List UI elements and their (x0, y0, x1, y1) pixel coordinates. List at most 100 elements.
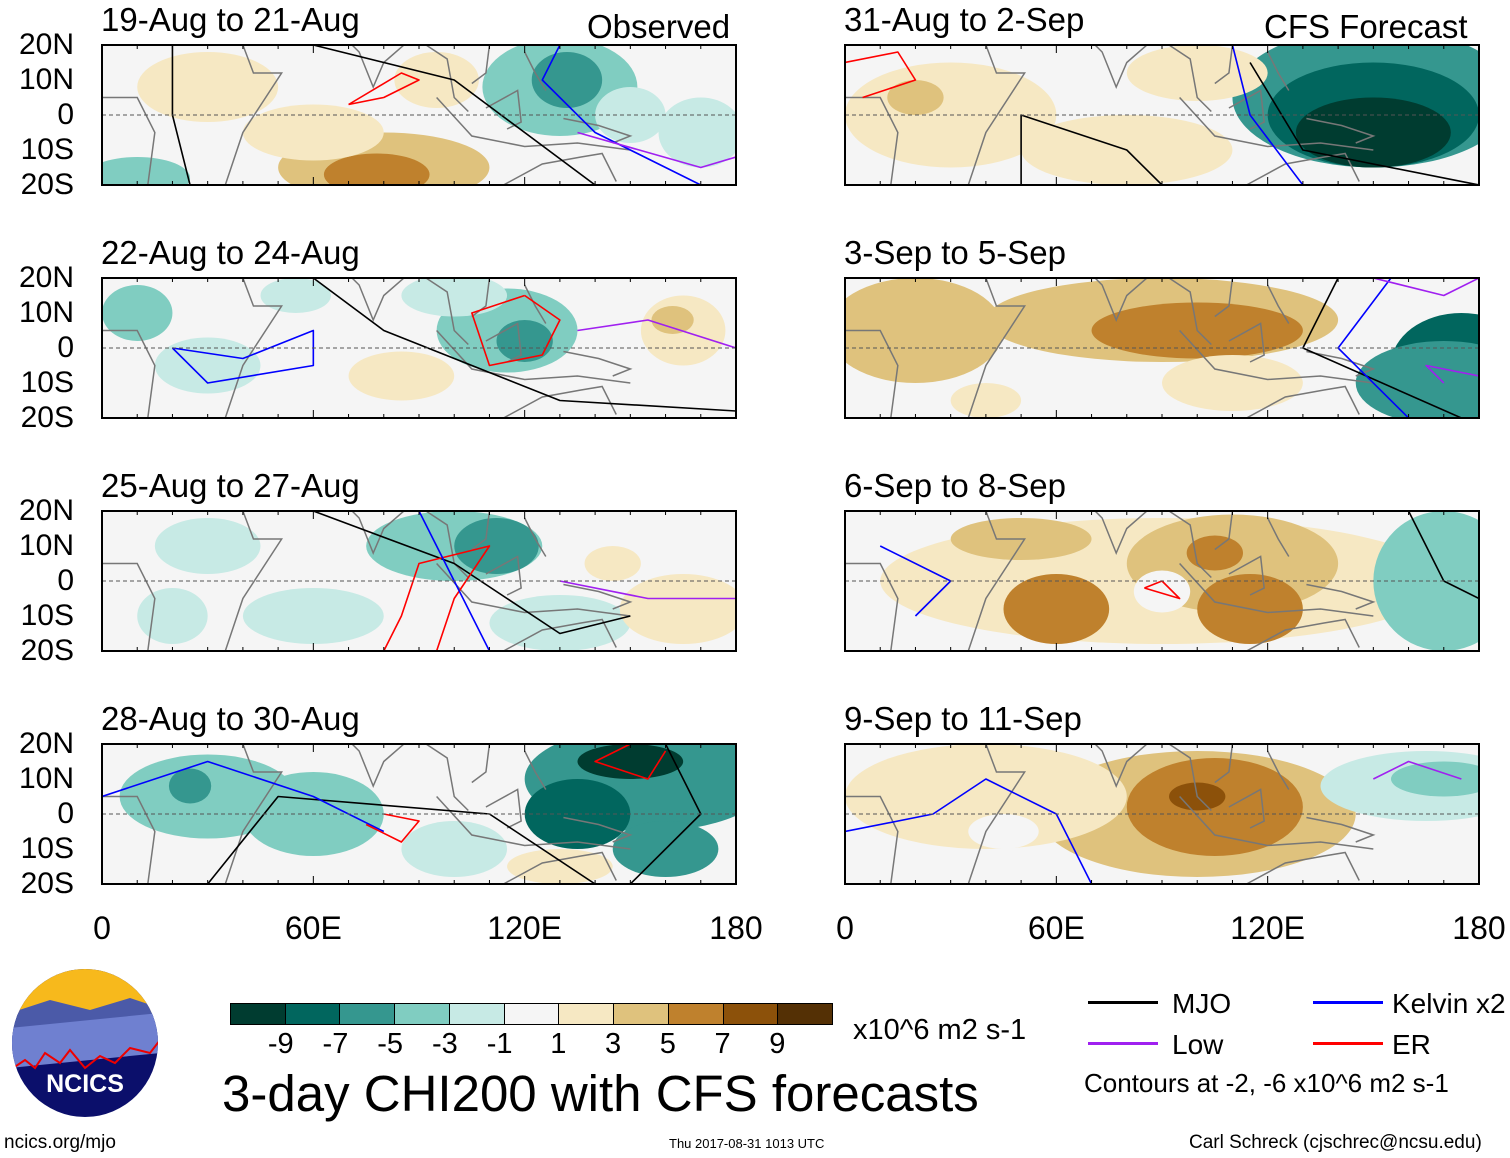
chi200-anomaly-area (524, 779, 631, 849)
y-tick-label: 10N (18, 529, 74, 562)
wave-contour (1020, 114, 1163, 185)
y-tick-label: 20N (18, 28, 74, 61)
map-panel-L3 (101, 743, 737, 885)
coastline (1214, 278, 1234, 318)
chi200-anomaly-area (242, 588, 384, 644)
colorbar-swatch (394, 1003, 450, 1025)
coastline (302, 744, 469, 812)
wave-contour (207, 795, 596, 884)
colorbar-label: 1 (550, 1028, 567, 1060)
coastline (224, 278, 284, 418)
colorbar-swatch (284, 1003, 341, 1025)
panel-title: 28-Aug to 30-Aug (101, 700, 360, 737)
coastline (224, 45, 284, 185)
colorbar-swatch (448, 1003, 505, 1025)
wave-contour (313, 511, 631, 635)
coastline (1214, 45, 1234, 85)
colorbar-swatch (503, 1003, 560, 1025)
coastline (1306, 350, 1376, 377)
chi200-anomaly-area (242, 104, 384, 161)
panel-title: 31-Aug to 2-Sep (844, 1, 1085, 38)
coastline (503, 618, 617, 651)
colorbar-swatch (667, 1003, 724, 1025)
wave-contour (1249, 62, 1479, 185)
chi200-anomaly-area (1126, 45, 1268, 101)
colorbar-swatch (613, 1003, 669, 1025)
colorbar-label: -5 (377, 1028, 404, 1060)
wave-contour (1425, 364, 1479, 384)
colorbar-label: -3 (432, 1028, 458, 1060)
colorbar-label: 5 (659, 1028, 676, 1060)
chi200-anomaly-area (845, 278, 1004, 383)
coastline (1246, 385, 1360, 418)
wave-contour (577, 319, 736, 349)
x-tick-label: 180 (1452, 910, 1506, 946)
coastline (1246, 851, 1360, 884)
wave-contour (1144, 580, 1181, 600)
coastline (485, 788, 522, 829)
y-tick-label: 10N (18, 63, 74, 96)
coastline (523, 750, 547, 790)
coastline (967, 744, 1027, 884)
coastline (523, 517, 547, 557)
coastline (1179, 562, 1374, 617)
y-tick-label: 20N (18, 727, 74, 760)
chi200-anomaly-area (260, 278, 331, 313)
cfs-forecast-label: CFS Forecast (1264, 8, 1468, 45)
chi200-anomaly-area (489, 595, 631, 651)
y-tick-label: 0 (57, 331, 74, 364)
coastline (1266, 517, 1290, 557)
coastline (1045, 744, 1212, 812)
chi200-anomaly-area (1003, 574, 1110, 644)
x-tick-label: 180 (709, 910, 763, 946)
coastline (967, 278, 1027, 418)
coastline (1306, 583, 1376, 610)
coastline (563, 117, 633, 144)
coastline (224, 511, 284, 651)
map-panel-L1 (101, 277, 737, 419)
colorbar-swatch (722, 1003, 779, 1025)
chi200-anomaly-area (887, 80, 944, 115)
svg-text:NCICS: NCICS (46, 1070, 124, 1098)
x-tick-label: 60E (284, 910, 342, 946)
footer-author: Carl Schreck (cjschrec@ncsu.edu) (1189, 1132, 1482, 1153)
coastline (523, 51, 547, 91)
footer-url[interactable]: ncics.org/mjo (4, 1132, 116, 1153)
coastline (1228, 555, 1265, 596)
observed-label: Observed (587, 8, 731, 45)
coastline (436, 96, 631, 151)
coastline (485, 322, 522, 363)
chi200-anomaly-area (845, 744, 1127, 849)
coastline (503, 851, 617, 884)
legend-er: ER (1392, 1029, 1431, 1060)
x-tick-label: 120E (487, 910, 563, 946)
chi200-anomaly-area (1186, 535, 1244, 571)
coastline (1306, 117, 1376, 144)
chi200-anomaly-area (619, 574, 736, 644)
y-tick-label: 0 (57, 564, 74, 597)
x-tick-label: 0 (93, 910, 111, 946)
coastline (503, 385, 617, 418)
coastline (471, 278, 491, 318)
colorbar-label: -9 (267, 1028, 294, 1060)
chi200-anomaly-area (102, 285, 173, 341)
chi200-anomaly-area (102, 157, 191, 185)
coastline (1266, 51, 1290, 91)
coastline (563, 816, 633, 843)
wave-contour (313, 45, 596, 185)
wave-contour (383, 545, 491, 651)
coastline (485, 555, 522, 596)
coastline (563, 350, 633, 377)
coastline (1266, 284, 1290, 324)
y-tick-label: 10S (20, 366, 74, 399)
colorbar-label: -7 (322, 1028, 349, 1060)
chi200-anomaly-area (950, 383, 1022, 418)
coastline (1179, 795, 1374, 850)
x-tick-label: 0 (836, 910, 854, 946)
colorbar-swatch (230, 1003, 286, 1025)
wave-contour (1372, 760, 1462, 780)
chi200-anomaly-area (1390, 761, 1479, 797)
colorbar-units: x10^6 m2 s-1 (853, 1014, 1027, 1046)
colorbar-label: 7 (714, 1028, 731, 1060)
coastline (1246, 618, 1360, 651)
